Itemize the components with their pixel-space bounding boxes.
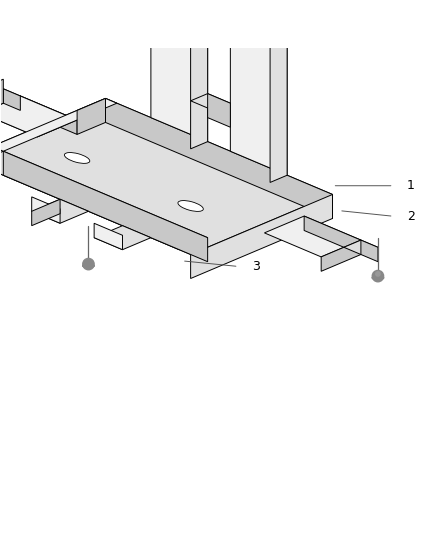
Ellipse shape xyxy=(64,152,90,164)
Polygon shape xyxy=(191,94,230,110)
Polygon shape xyxy=(270,31,287,182)
Polygon shape xyxy=(0,151,208,249)
Polygon shape xyxy=(32,199,60,225)
Ellipse shape xyxy=(82,264,95,268)
Text: 1: 1 xyxy=(407,179,415,192)
Polygon shape xyxy=(4,89,20,110)
Polygon shape xyxy=(230,7,287,175)
Polygon shape xyxy=(20,96,77,134)
Ellipse shape xyxy=(178,200,203,212)
Polygon shape xyxy=(304,216,361,254)
Polygon shape xyxy=(0,99,332,254)
Ellipse shape xyxy=(372,276,384,280)
Polygon shape xyxy=(344,240,378,254)
Polygon shape xyxy=(361,240,378,262)
Text: 2: 2 xyxy=(407,210,415,223)
Polygon shape xyxy=(191,0,208,149)
Polygon shape xyxy=(0,79,4,110)
Polygon shape xyxy=(4,151,208,262)
Circle shape xyxy=(83,259,94,270)
Polygon shape xyxy=(151,0,208,142)
Polygon shape xyxy=(32,199,88,223)
Polygon shape xyxy=(191,195,332,279)
Polygon shape xyxy=(162,0,196,41)
Polygon shape xyxy=(77,99,106,134)
Polygon shape xyxy=(213,7,287,38)
Text: 3: 3 xyxy=(252,260,260,273)
Polygon shape xyxy=(0,96,77,137)
Polygon shape xyxy=(32,197,60,223)
Polygon shape xyxy=(94,225,151,249)
Polygon shape xyxy=(0,89,20,103)
Polygon shape xyxy=(321,240,361,271)
Circle shape xyxy=(372,270,384,282)
Polygon shape xyxy=(0,96,20,127)
Circle shape xyxy=(376,272,380,276)
Polygon shape xyxy=(265,216,361,257)
Polygon shape xyxy=(0,99,117,151)
Polygon shape xyxy=(134,0,208,5)
Polygon shape xyxy=(94,223,123,249)
Polygon shape xyxy=(0,96,77,137)
Polygon shape xyxy=(208,94,230,127)
Polygon shape xyxy=(106,99,332,219)
